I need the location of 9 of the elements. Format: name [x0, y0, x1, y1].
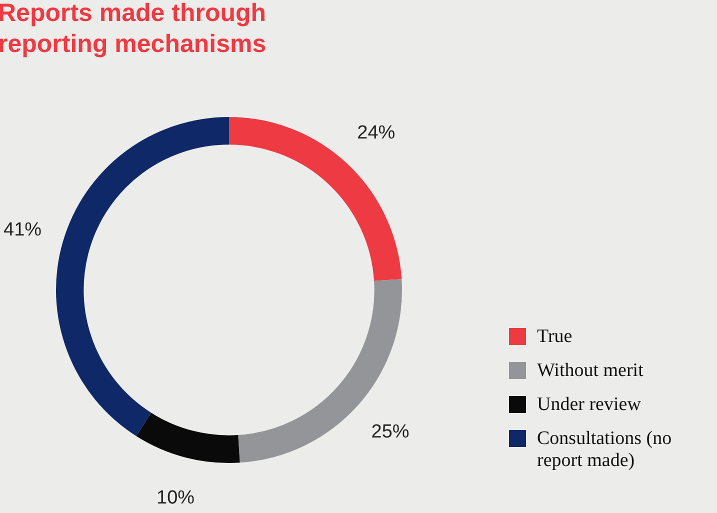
data-label: 25% — [371, 421, 410, 442]
data-label: 24% — [357, 122, 396, 144]
legend-label: Consultations (no report made) — [537, 428, 673, 472]
chart-title: Reports made through reporting mechanisms — [0, 0, 268, 60]
data-label: 41% — [4, 219, 42, 240]
legend-label: Under review — [537, 394, 641, 416]
legend-label: True — [537, 326, 572, 348]
data-label: 10% — [156, 487, 195, 508]
legend-label: Without merit — [537, 360, 644, 382]
